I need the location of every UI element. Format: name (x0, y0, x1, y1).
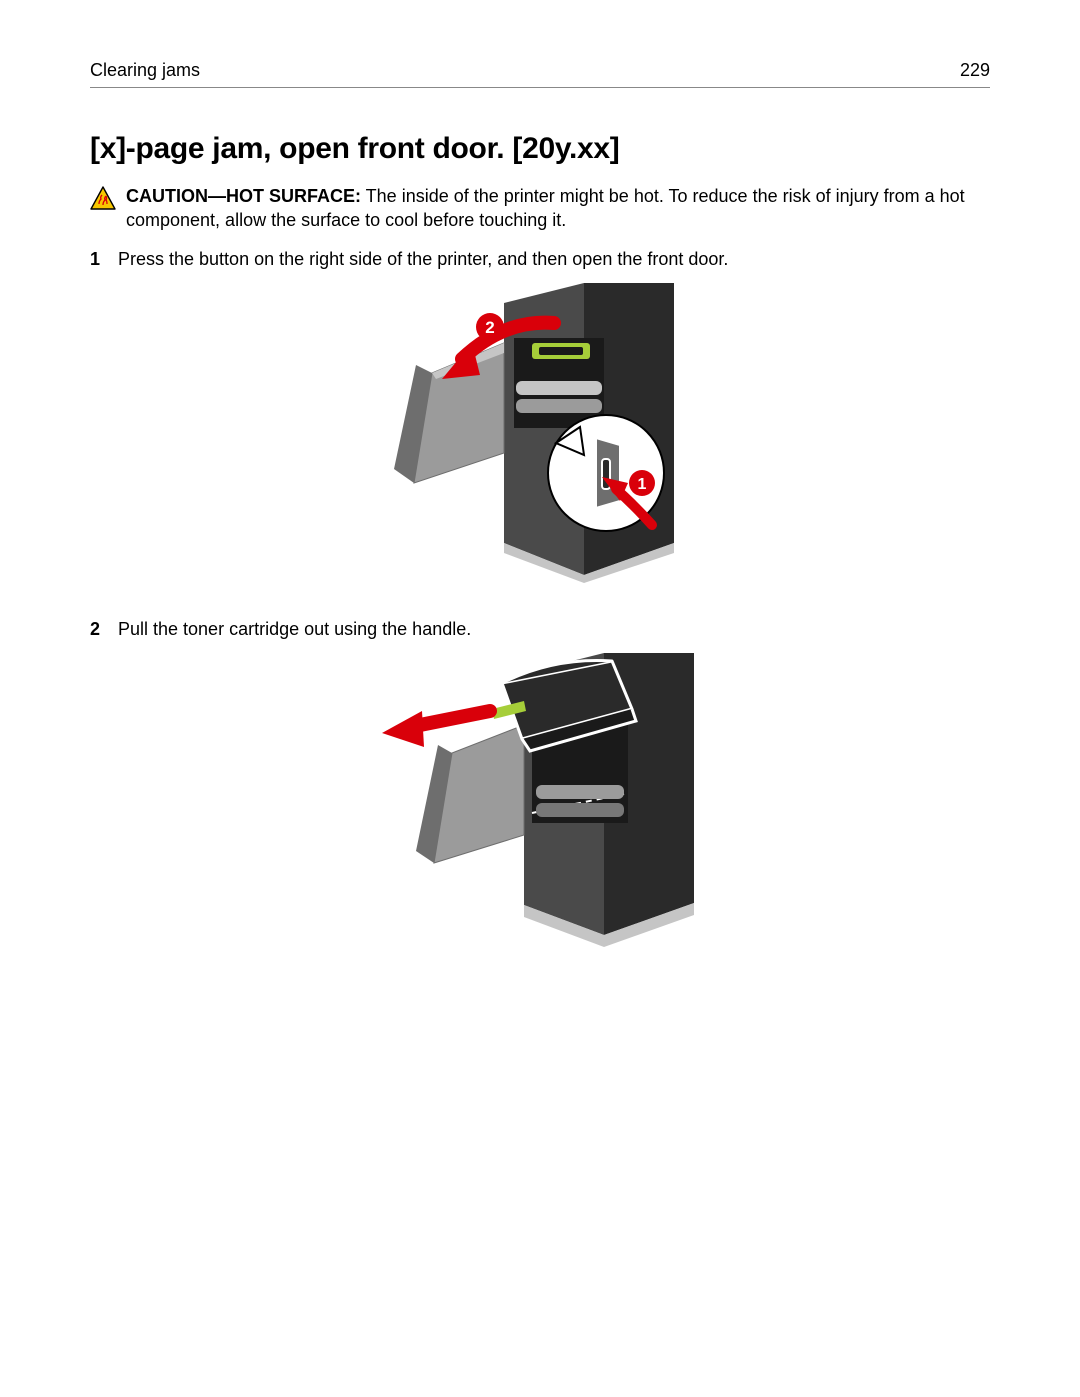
caution-hot-surface-icon (90, 186, 116, 215)
step-1: Press the button on the right side of th… (90, 247, 990, 583)
step-2: Pull the toner cartridge out using the h… (90, 617, 990, 953)
steps-list: Press the button on the right side of th… (90, 247, 990, 954)
caution-block: CAUTION—HOT SURFACE: The inside of the p… (90, 184, 990, 233)
header-section: Clearing jams (90, 60, 200, 81)
caution-text: CAUTION—HOT SURFACE: The inside of the p… (126, 184, 990, 233)
caution-label: CAUTION—HOT SURFACE: (126, 186, 361, 206)
callout-2-label: 2 (485, 318, 494, 337)
running-header: Clearing jams 229 (90, 60, 990, 88)
figure-2 (118, 653, 990, 953)
page-title: [x]‑page jam, open front door. [20y.xx] (90, 132, 990, 166)
page: Clearing jams 229 [x]‑page jam, open fro… (0, 0, 1080, 1027)
step-2-text: Pull the toner cartridge out using the h… (118, 619, 471, 639)
figure-1: 1 2 (118, 283, 990, 583)
step-1-text: Press the button on the right side of th… (118, 249, 728, 269)
callout-1-label: 1 (638, 476, 647, 493)
header-page-number: 229 (960, 60, 990, 81)
